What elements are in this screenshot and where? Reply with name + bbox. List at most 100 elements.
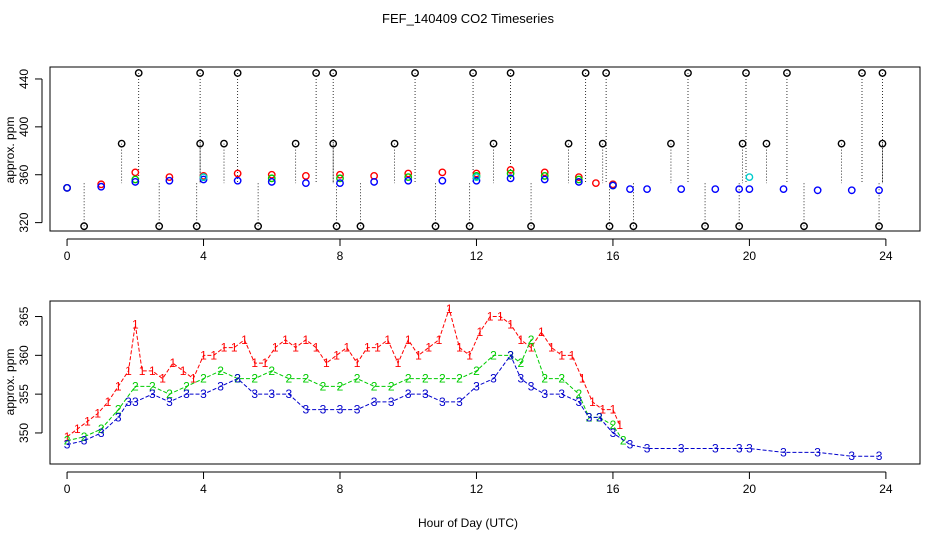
series-marker: 3 bbox=[64, 438, 71, 452]
series-marker: 1 bbox=[125, 364, 132, 378]
series-marker: 1 bbox=[190, 372, 197, 386]
data-point bbox=[677, 185, 686, 194]
data-point bbox=[411, 69, 419, 77]
data-point bbox=[629, 222, 638, 231]
series-marker: 1 bbox=[507, 317, 514, 331]
series-marker: 2 bbox=[251, 372, 258, 386]
series-marker: 3 bbox=[125, 395, 132, 409]
data-point bbox=[233, 69, 242, 77]
data-point bbox=[574, 175, 583, 184]
x-tick-label: 4 bbox=[200, 482, 207, 496]
series-marker: 1 bbox=[262, 356, 269, 370]
series-marker: 1 bbox=[446, 302, 453, 316]
series-marker: 1 bbox=[616, 418, 623, 432]
series-marker: 2 bbox=[337, 379, 344, 393]
y-tick-label: 355 bbox=[17, 384, 31, 404]
data-point bbox=[605, 222, 614, 231]
top-panel: approx. ppm 0 4 8 12 16 20 24 320 360 400 440 bbox=[3, 66, 921, 263]
data-point bbox=[875, 222, 883, 231]
series-marker: 1 bbox=[456, 341, 463, 355]
data-point bbox=[165, 173, 174, 182]
data-point bbox=[847, 186, 856, 195]
series-marker: 1 bbox=[415, 348, 422, 362]
data-point bbox=[301, 179, 310, 188]
series-marker: 3 bbox=[439, 395, 446, 409]
series-marker: 3 bbox=[644, 441, 651, 455]
series-marker: 2 bbox=[388, 379, 395, 393]
series-marker: 3 bbox=[149, 387, 156, 401]
data-point bbox=[370, 178, 379, 186]
top-data-marks bbox=[63, 69, 887, 231]
data-point bbox=[267, 174, 276, 183]
data-point bbox=[131, 178, 140, 186]
series-marker: 1 bbox=[303, 333, 310, 347]
series-marker: 2 bbox=[439, 372, 446, 386]
series-marker: 1 bbox=[221, 341, 228, 355]
series-marker: 3 bbox=[183, 387, 190, 401]
series-marker: 1 bbox=[64, 430, 71, 444]
x-tick-label: 12 bbox=[470, 249, 484, 263]
series-marker: 1 bbox=[292, 341, 299, 355]
x-tick-label: 20 bbox=[743, 249, 757, 263]
x-tick-label: 4 bbox=[200, 249, 207, 263]
series-marker: 2 bbox=[517, 356, 524, 370]
series-marker: 3 bbox=[422, 387, 429, 401]
series-line bbox=[66, 338, 624, 442]
series-marker: 1 bbox=[425, 341, 432, 355]
data-point bbox=[783, 69, 791, 77]
series-marker: 1 bbox=[343, 341, 350, 355]
series-marker: 1 bbox=[159, 372, 166, 386]
series-marker: 1 bbox=[477, 325, 484, 339]
series-marker: 2 bbox=[217, 364, 224, 378]
series-marker: 1 bbox=[272, 341, 279, 355]
data-point bbox=[745, 185, 754, 194]
data-point bbox=[196, 69, 205, 77]
series-marker: 3 bbox=[848, 449, 855, 463]
y-tick-label: 360 bbox=[17, 345, 31, 365]
y-tick-label: 400 bbox=[17, 117, 31, 137]
data-point bbox=[762, 139, 771, 148]
data-point bbox=[527, 222, 535, 231]
data-point bbox=[254, 222, 263, 231]
data-point bbox=[196, 139, 205, 148]
data-point bbox=[233, 176, 242, 185]
series-marker: 2 bbox=[490, 348, 497, 362]
series-marker: 1 bbox=[94, 407, 101, 421]
series-marker: 1 bbox=[180, 364, 187, 378]
x-tick-label: 12 bbox=[470, 482, 484, 496]
data-point bbox=[711, 185, 720, 194]
y-tick-label: 360 bbox=[17, 164, 31, 184]
data-point bbox=[574, 173, 583, 182]
data-point bbox=[438, 176, 447, 185]
data-point bbox=[540, 172, 549, 180]
series-marker: 2 bbox=[596, 410, 603, 424]
x-tick-label: 8 bbox=[337, 249, 344, 263]
series-marker: 3 bbox=[712, 441, 719, 455]
series-marker: 1 bbox=[84, 414, 91, 428]
series-marker: 3 bbox=[337, 403, 344, 417]
series-marker: 1 bbox=[538, 325, 545, 339]
series-marker: 2 bbox=[285, 372, 292, 386]
x-tick-label: 24 bbox=[879, 482, 893, 496]
series-marker: 2 bbox=[610, 418, 617, 432]
series-marker: 3 bbox=[627, 438, 634, 452]
chart-title: FEF_140409 CO2 Timeseries bbox=[382, 11, 554, 26]
data-point bbox=[506, 174, 515, 183]
data-point bbox=[97, 182, 106, 191]
data-point bbox=[469, 69, 477, 77]
series-marker: 2 bbox=[575, 387, 582, 401]
data-point bbox=[875, 186, 883, 195]
series-marker: 1 bbox=[599, 403, 606, 417]
series-marker: 3 bbox=[268, 387, 275, 401]
series-marker: 1 bbox=[251, 356, 258, 370]
series-marker: 3 bbox=[558, 387, 565, 401]
y-tick-label: 320 bbox=[17, 212, 31, 232]
data-point bbox=[742, 69, 750, 77]
data-point bbox=[735, 222, 744, 231]
series-marker: 2 bbox=[81, 430, 88, 444]
series-marker: 3 bbox=[610, 426, 617, 440]
data-point bbox=[301, 172, 310, 180]
data-point bbox=[390, 139, 399, 148]
data-point bbox=[598, 139, 607, 148]
data-point bbox=[199, 173, 208, 182]
